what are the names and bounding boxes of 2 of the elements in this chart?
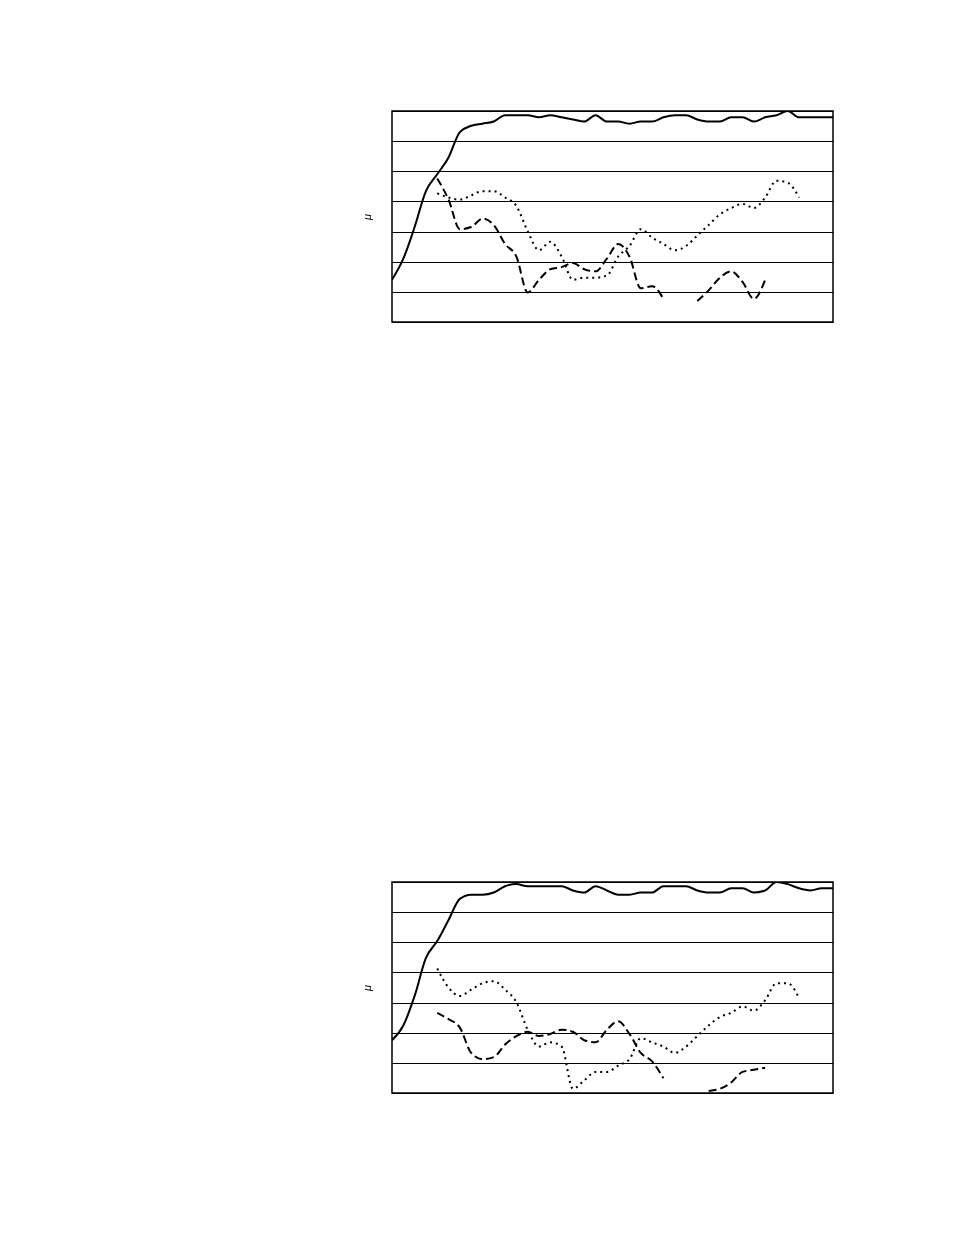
y-axis-title: μ xyxy=(360,984,373,993)
y-axis-title: μ xyxy=(360,213,373,222)
